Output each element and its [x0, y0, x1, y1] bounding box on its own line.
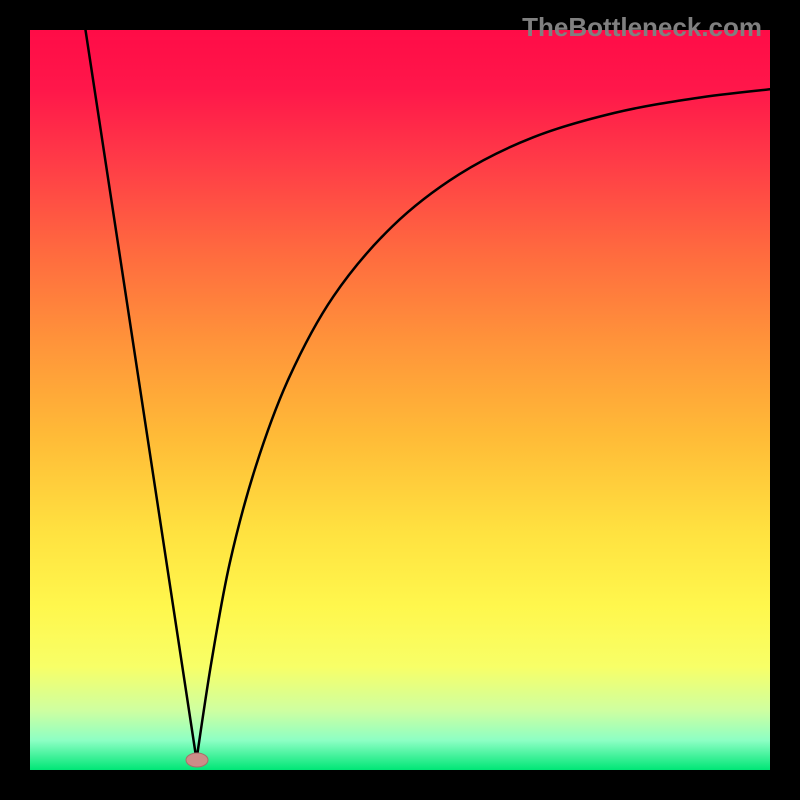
vertex-marker — [184, 751, 210, 769]
vertex-marker-dot — [186, 753, 208, 767]
plot-background — [30, 30, 770, 770]
gradient-fill — [30, 30, 770, 770]
plot-svg — [30, 30, 770, 770]
watermark-text: TheBottleneck.com — [522, 12, 762, 43]
bottleneck-curve — [86, 30, 771, 760]
chart-frame: TheBottleneck.com — [0, 0, 800, 800]
